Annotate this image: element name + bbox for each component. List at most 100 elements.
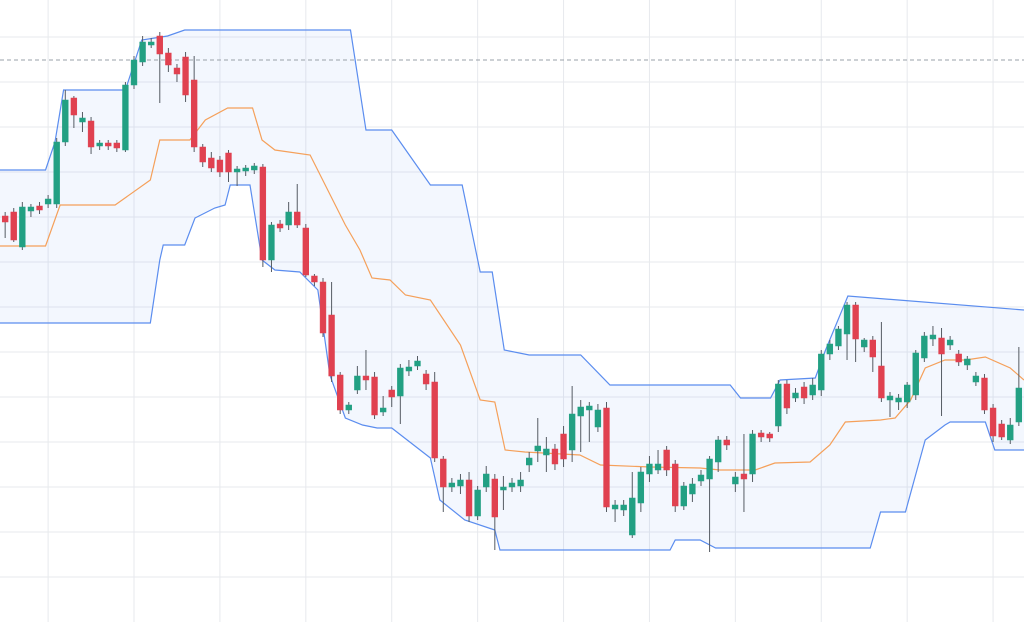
candle-body	[749, 433, 756, 475]
candle-body	[96, 142, 103, 147]
candle-body	[775, 383, 782, 427]
candle-body	[989, 407, 997, 437]
candle-body	[397, 367, 404, 397]
band-line	[0, 184, 1024, 551]
candle-body	[337, 374, 344, 411]
candle-body	[105, 142, 112, 147]
candle-body	[233, 168, 241, 173]
candle-body	[697, 474, 705, 482]
candle-body	[87, 120, 95, 148]
candle-body	[629, 497, 636, 536]
candle-body	[955, 353, 962, 363]
candle-body	[526, 457, 533, 466]
candle-body	[62, 99, 69, 143]
candle-body	[208, 157, 215, 169]
candle-body	[122, 84, 129, 151]
candle-body	[405, 366, 413, 372]
candle-body	[465, 479, 473, 517]
candle-body	[362, 375, 370, 381]
candle-body	[53, 141, 60, 205]
candle-body	[843, 304, 851, 335]
candle-body	[929, 334, 937, 340]
candle-body	[113, 142, 121, 149]
candle-body	[156, 35, 163, 55]
candle-body	[568, 413, 576, 451]
candle-body	[534, 445, 541, 452]
band-line	[0, 107, 1024, 471]
candle-body	[44, 198, 52, 205]
candle-body	[79, 117, 86, 123]
candle-body	[663, 449, 670, 471]
candle-body	[388, 389, 395, 398]
candle-body	[938, 337, 945, 355]
candle-body	[689, 483, 696, 495]
candle-body	[19, 206, 26, 248]
candle-body	[440, 458, 447, 488]
candle-body	[594, 409, 602, 428]
candle-body	[672, 463, 679, 507]
candle-body	[500, 486, 507, 491]
candle-body	[199, 146, 206, 163]
candle-body	[276, 223, 284, 229]
candle-body	[895, 397, 902, 403]
candle-body	[998, 423, 1005, 438]
candle-body	[302, 227, 309, 276]
candle-body	[852, 304, 859, 340]
candle-body	[491, 478, 498, 518]
candle-body	[319, 281, 327, 334]
candle-body	[740, 473, 748, 480]
candle-body	[1015, 387, 1023, 423]
candle-body	[379, 407, 387, 413]
candle-body	[921, 335, 928, 359]
candle-body	[560, 433, 567, 460]
candle-body	[294, 211, 301, 226]
candle-body	[878, 365, 885, 399]
candle-body	[723, 439, 730, 446]
candle-body	[766, 433, 773, 439]
candle-body	[173, 67, 181, 75]
candle-body	[646, 463, 653, 475]
candle-body	[818, 353, 825, 391]
candle-body	[242, 167, 249, 172]
candle-body	[792, 392, 799, 399]
candle-body	[371, 376, 378, 416]
candle-body	[586, 405, 593, 411]
candle-body	[611, 504, 619, 510]
candle-body	[715, 439, 722, 463]
candle-body	[946, 339, 954, 346]
channel-fill	[0, 30, 1024, 550]
candle-body	[757, 432, 765, 438]
candle-body	[216, 159, 224, 173]
candle-body	[414, 360, 421, 367]
candle-body	[1007, 424, 1014, 441]
candle-body	[27, 206, 35, 212]
candle-body	[964, 358, 971, 366]
candle-body	[732, 476, 739, 485]
candle-body	[311, 275, 318, 283]
candle-body	[903, 384, 911, 403]
candle-body	[190, 79, 198, 148]
candle-body	[148, 41, 155, 46]
candle-body	[508, 482, 516, 488]
candle-body	[783, 383, 791, 409]
candle-body	[577, 406, 584, 417]
candle-body	[861, 339, 868, 348]
candle-body	[457, 479, 464, 487]
candle-body	[139, 41, 146, 63]
candle-body	[551, 448, 559, 465]
candle-body	[517, 479, 524, 487]
candle-body	[620, 504, 627, 511]
candle-body	[706, 458, 713, 480]
candle-body	[835, 328, 842, 347]
candle-body	[448, 482, 456, 488]
candle-body	[10, 211, 17, 241]
candle-body	[431, 381, 438, 459]
candle-body	[268, 224, 275, 261]
candle-body	[225, 152, 232, 173]
candle-body	[543, 448, 550, 456]
candle-body	[654, 463, 662, 471]
candle-body	[912, 352, 919, 396]
candle-body	[483, 473, 490, 488]
candle-body	[474, 489, 481, 517]
